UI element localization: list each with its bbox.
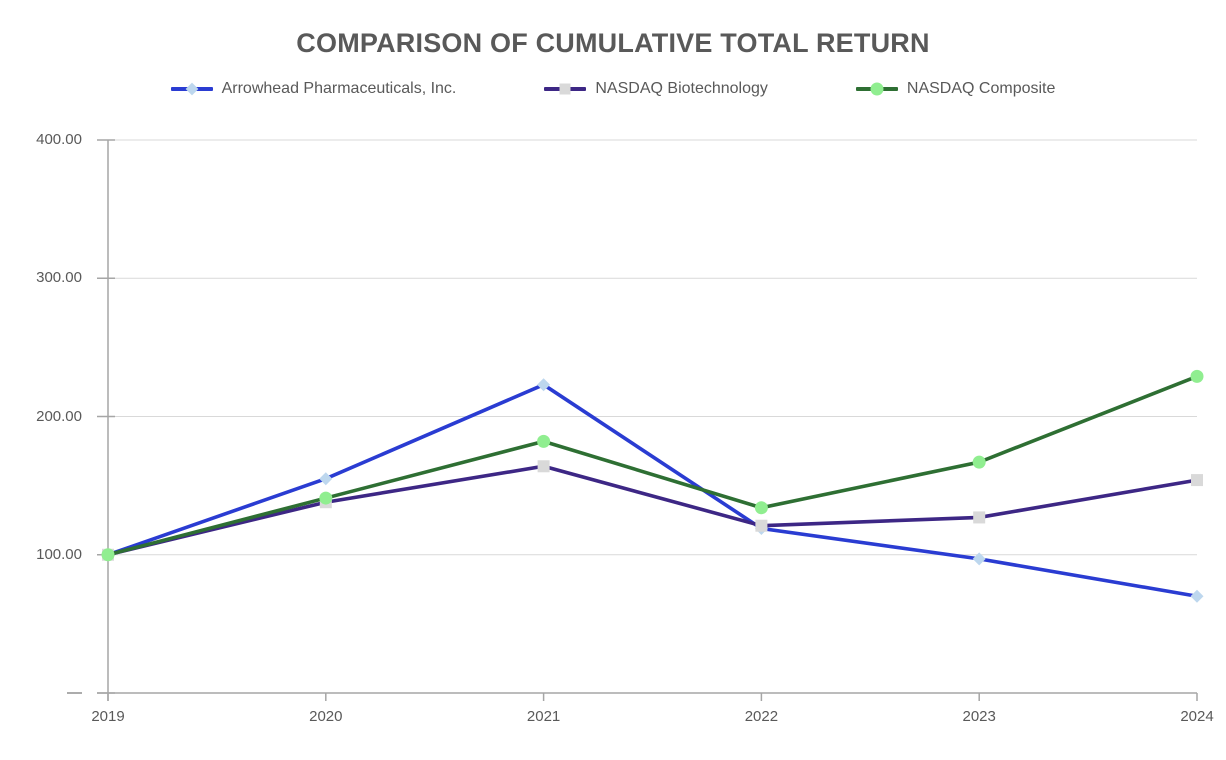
x-axis-label: 2021: [526, 708, 561, 725]
legend-label: NASDAQ Composite: [906, 80, 1056, 97]
x-axis-label: 2024: [1180, 708, 1214, 725]
y-axis-label: 300.00: [36, 269, 82, 287]
legend-label: NASDAQ Biotechnology: [595, 80, 768, 97]
legend-item-arrowhead: Arrowhead Pharmaceuticals, Inc.: [170, 80, 457, 98]
circle-marker-icon: [870, 82, 884, 96]
x-axis-label: 2020: [309, 708, 343, 725]
legend-swatch-arrowhead: [170, 81, 213, 97]
x-axis-label: 2019: [91, 708, 125, 725]
chart-legend: Arrowhead Pharmaceuticals, Inc. NASDAQ B…: [0, 76, 1226, 102]
y-axis-label: 200.00: [36, 407, 82, 425]
legend-item-nasdaq-composite: NASDAQ Composite: [855, 80, 1056, 98]
legend-label: Arrowhead Pharmaceuticals, Inc.: [221, 80, 457, 97]
y-axis-label: —: [67, 684, 82, 701]
square-marker-icon: [559, 83, 571, 95]
y-axis-label: 400.00: [36, 131, 82, 148]
x-axis-label: 2023: [962, 708, 996, 725]
legend-item-nasdaq-biotechnology: NASDAQ Biotechnology: [544, 80, 768, 98]
chart-title: COMPARISON OF CUMULATIVE TOTAL RETURN: [296, 28, 930, 58]
y-axis-label: 100.00: [36, 545, 82, 563]
x-axis-label: 2022: [744, 708, 779, 725]
legend-swatch-biotechnology: [544, 81, 587, 97]
legend-swatch-composite: [855, 81, 898, 97]
